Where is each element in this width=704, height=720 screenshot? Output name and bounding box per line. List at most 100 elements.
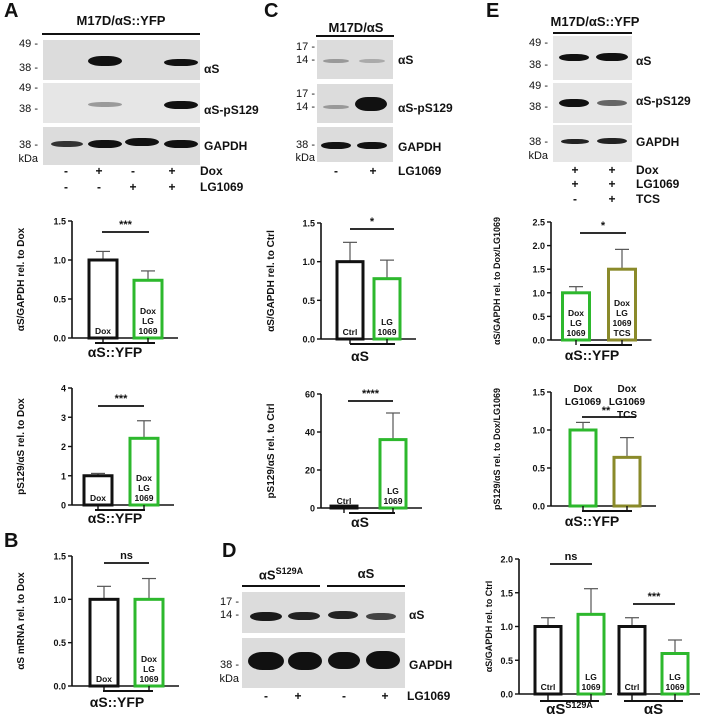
mw-marker: 17 -	[296, 41, 315, 53]
y-tick-label: 1.0	[53, 256, 66, 266]
x-axis-label: αS::YFP	[565, 513, 620, 529]
title-underline	[327, 585, 405, 587]
bar-label: Dox	[90, 493, 106, 503]
y-axis-label: αS/GAPDH rel. to Dox	[16, 227, 27, 331]
band	[359, 59, 385, 63]
bar	[82, 474, 114, 507]
bar-label: LG	[585, 672, 597, 682]
treatment-sign: +	[608, 177, 616, 191]
band	[288, 612, 320, 620]
treatment-label-lg1069: LG1069	[398, 164, 442, 178]
band	[88, 102, 122, 107]
y-tick-label: 1.5	[532, 388, 545, 398]
kda-label: kDa	[219, 673, 239, 685]
y-tick-label: 1.0	[532, 426, 545, 436]
panel-letter-b: B	[4, 530, 19, 552]
mw-marker: 14 -	[296, 101, 315, 113]
row-label-gapdh: GAPDH	[409, 658, 453, 672]
band	[596, 53, 628, 61]
y-tick-label: 1.5	[53, 552, 66, 562]
bar-label: Dox	[141, 654, 157, 664]
treatment-label-lg1069: LG1069	[636, 177, 680, 191]
y-axis-label: αS/GAPDH rel. to Dox/LG1069	[492, 217, 502, 345]
y-tick-label: 0.0	[53, 682, 66, 692]
y-tick-label: 0.5	[53, 638, 66, 648]
title-underline	[42, 33, 200, 35]
row-label-as: αS	[409, 608, 425, 622]
bar	[576, 612, 606, 696]
bar-top-label: LG1069	[565, 397, 602, 408]
y-axis-label: αS mRNA rel. to Dox	[16, 572, 27, 670]
bar	[88, 597, 120, 688]
panel-letter-a: A	[4, 0, 19, 22]
treatment-sign: +	[95, 164, 103, 178]
x-axis-label: αS::YFP	[88, 344, 143, 360]
row-label-pS129: αS-pS129	[636, 94, 691, 108]
x-axis-label: αS	[351, 514, 369, 530]
blot-row-pS129	[553, 83, 632, 123]
y-tick-label: 20	[305, 466, 315, 476]
y-tick-label: 0.0	[500, 690, 513, 700]
bar-label: Dox	[568, 308, 584, 318]
blot-row-as	[553, 36, 632, 80]
panel-letter-d: D	[222, 540, 237, 562]
superscript: S129A	[275, 566, 304, 576]
band	[597, 138, 627, 144]
x-axis-label: αS	[351, 348, 369, 364]
y-tick-label: 0.5	[500, 656, 513, 666]
bar-label: LG	[570, 318, 582, 328]
band	[559, 99, 589, 107]
treatment-sign: -	[64, 180, 68, 194]
mw-marker: 49 -	[19, 38, 38, 50]
bar-label: 1069	[140, 674, 159, 684]
band	[321, 142, 351, 149]
title-underline	[242, 585, 320, 587]
row-label-gapdh: GAPDH	[636, 135, 680, 149]
bar	[128, 436, 160, 507]
kda-label: kDa	[295, 152, 315, 164]
bar	[607, 267, 637, 342]
y-tick-label: 1.5	[532, 265, 545, 275]
y-tick-label: 1.0	[53, 595, 66, 605]
bar	[132, 278, 164, 340]
mw-marker: 38 -	[220, 659, 239, 671]
y-tick-label: 0.0	[532, 336, 545, 346]
x-axis-label: αS::YFP	[565, 347, 620, 363]
band	[357, 142, 387, 149]
mw-marker: 38 -	[529, 136, 548, 148]
bar-label: Ctrl	[625, 682, 640, 692]
bar	[660, 652, 690, 696]
blot-row-as	[242, 592, 405, 633]
bar	[372, 277, 402, 341]
mw-marker: 38 -	[19, 103, 38, 115]
blot-row-gapdh	[317, 127, 393, 162]
y-tick-label: 40	[305, 428, 315, 438]
bar-label: LG	[387, 486, 399, 496]
bar	[568, 428, 598, 508]
treatment-sign: -	[97, 180, 101, 194]
kda-label: kDa	[18, 153, 38, 165]
bar-label: 1069	[378, 327, 397, 337]
row-label-as: αS	[636, 54, 652, 68]
title-underline	[553, 32, 632, 34]
band	[561, 139, 589, 144]
y-axis-label: αS/GAPDH rel. to Ctrl	[484, 581, 494, 673]
treatment-label-tcs: TCS	[636, 192, 660, 206]
y-tick-label: 2.0	[532, 241, 545, 251]
panel-letter-c: C	[264, 0, 279, 22]
mw-marker: 38 -	[529, 101, 548, 113]
group-label: αS	[644, 701, 663, 718]
treatment-sign: -	[264, 689, 268, 703]
y-tick-label: 0.5	[532, 464, 545, 474]
y-tick-label: 0.5	[302, 296, 315, 306]
bar	[533, 625, 563, 696]
mw-marker: 49 -	[529, 37, 548, 49]
bar	[329, 504, 359, 510]
bar	[617, 625, 647, 696]
bar	[133, 597, 165, 688]
y-tick-label: 0.0	[53, 334, 66, 344]
bar	[335, 260, 365, 341]
band	[328, 611, 358, 619]
bar-label: LG	[669, 672, 681, 682]
bar-label: 1069	[135, 493, 154, 503]
